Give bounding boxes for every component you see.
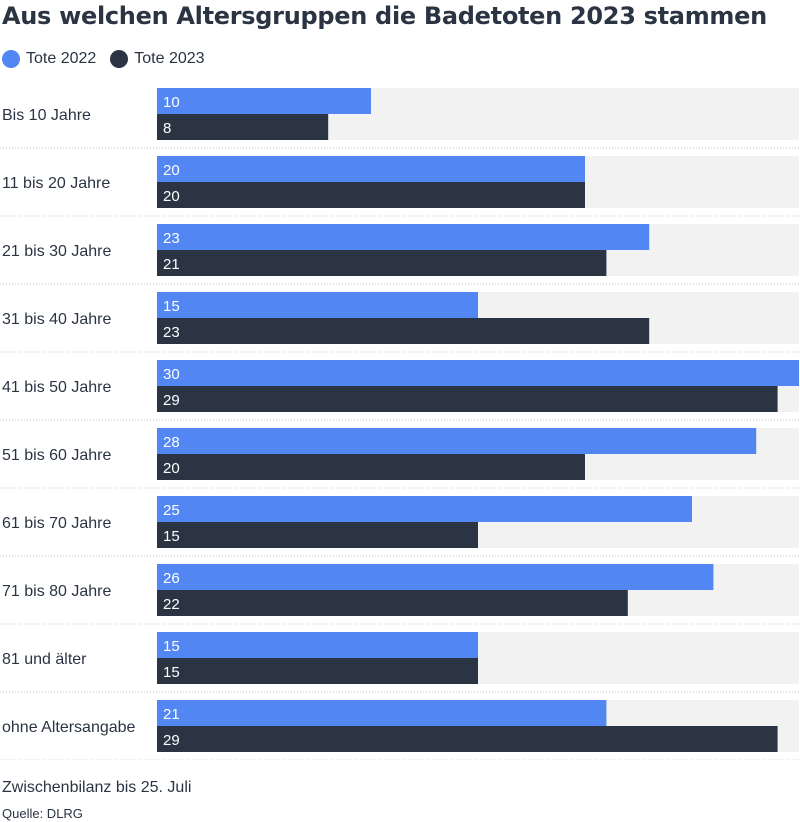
bar-2022 <box>157 292 478 318</box>
bar-2023 <box>157 590 628 616</box>
bar-2023 <box>157 318 650 344</box>
bar-2022 <box>157 224 650 250</box>
value-label: 21 <box>163 706 180 723</box>
category-label: 41 bis 50 Jahre <box>2 379 112 396</box>
bar-2023 <box>157 114 329 140</box>
bar-2023 <box>157 726 778 752</box>
value-label: 25 <box>163 502 180 519</box>
value-label: 20 <box>163 460 180 477</box>
bar-2023 <box>157 182 585 208</box>
value-label: 29 <box>163 392 180 409</box>
bar-2023 <box>157 250 607 276</box>
value-label: 29 <box>163 732 180 749</box>
value-label: 26 <box>163 570 180 587</box>
bar-2022 <box>157 700 607 726</box>
legend-swatch-2023 <box>110 50 129 68</box>
bar-2022 <box>157 496 692 522</box>
category-label: 11 bis 20 Jahre <box>2 175 110 192</box>
bar-2022 <box>157 360 799 386</box>
bar-2022 <box>157 88 371 114</box>
bar-2022 <box>157 428 757 454</box>
category-label: 21 bis 30 Jahre <box>2 243 112 260</box>
category-label: 61 bis 70 Jahre <box>2 515 112 532</box>
bar-chart: Bis 10 Jahre 10 8 11 bis 20 Jahre 20 20 21 bis… <box>0 88 800 760</box>
value-label: 22 <box>163 596 180 613</box>
chart-title: Aus welchen Altersgruppen die Badetoten … <box>2 2 767 30</box>
category-label: Bis 10 Jahre <box>2 107 91 124</box>
value-label: 15 <box>163 664 180 681</box>
value-label: 10 <box>163 94 180 111</box>
footnote: Zwischenbilanz bis 25. Juli <box>2 779 192 796</box>
category-label: 81 und älter <box>2 651 87 668</box>
value-label: 8 <box>163 120 171 137</box>
bar-2023 <box>157 454 585 480</box>
legend-label-2022: Tote 2022 <box>26 50 97 67</box>
legend-item-2022: Tote 2022 <box>2 50 96 68</box>
category-label: 31 bis 40 Jahre <box>2 311 112 328</box>
bar-2022 <box>157 156 585 182</box>
value-label: 20 <box>163 162 180 179</box>
legend-label-2023: Tote 2023 <box>134 50 205 67</box>
bar-2023 <box>157 386 778 412</box>
value-label: 21 <box>163 256 180 273</box>
source-note: Quelle: DLRG <box>2 806 83 821</box>
legend-swatch-2022 <box>2 50 20 68</box>
legend-item-2023: Tote 2023 <box>110 50 205 68</box>
bar-2023 <box>157 658 478 684</box>
value-label: 30 <box>163 366 180 383</box>
value-label: 23 <box>163 230 180 247</box>
legend: Tote 2022 Tote 2023 <box>2 50 219 68</box>
bar-2022 <box>157 632 478 658</box>
value-label: 23 <box>163 324 180 341</box>
category-label: 51 bis 60 Jahre <box>2 447 112 464</box>
value-label: 28 <box>163 434 180 451</box>
value-label: 15 <box>163 638 180 655</box>
category-label: ohne Altersangabe <box>2 719 136 736</box>
value-label: 20 <box>163 188 180 205</box>
category-label: 71 bis 80 Jahre <box>2 583 112 600</box>
value-label: 15 <box>163 528 180 545</box>
bar-2023 <box>157 522 478 548</box>
bar-2022 <box>157 564 714 590</box>
value-label: 15 <box>163 298 180 315</box>
